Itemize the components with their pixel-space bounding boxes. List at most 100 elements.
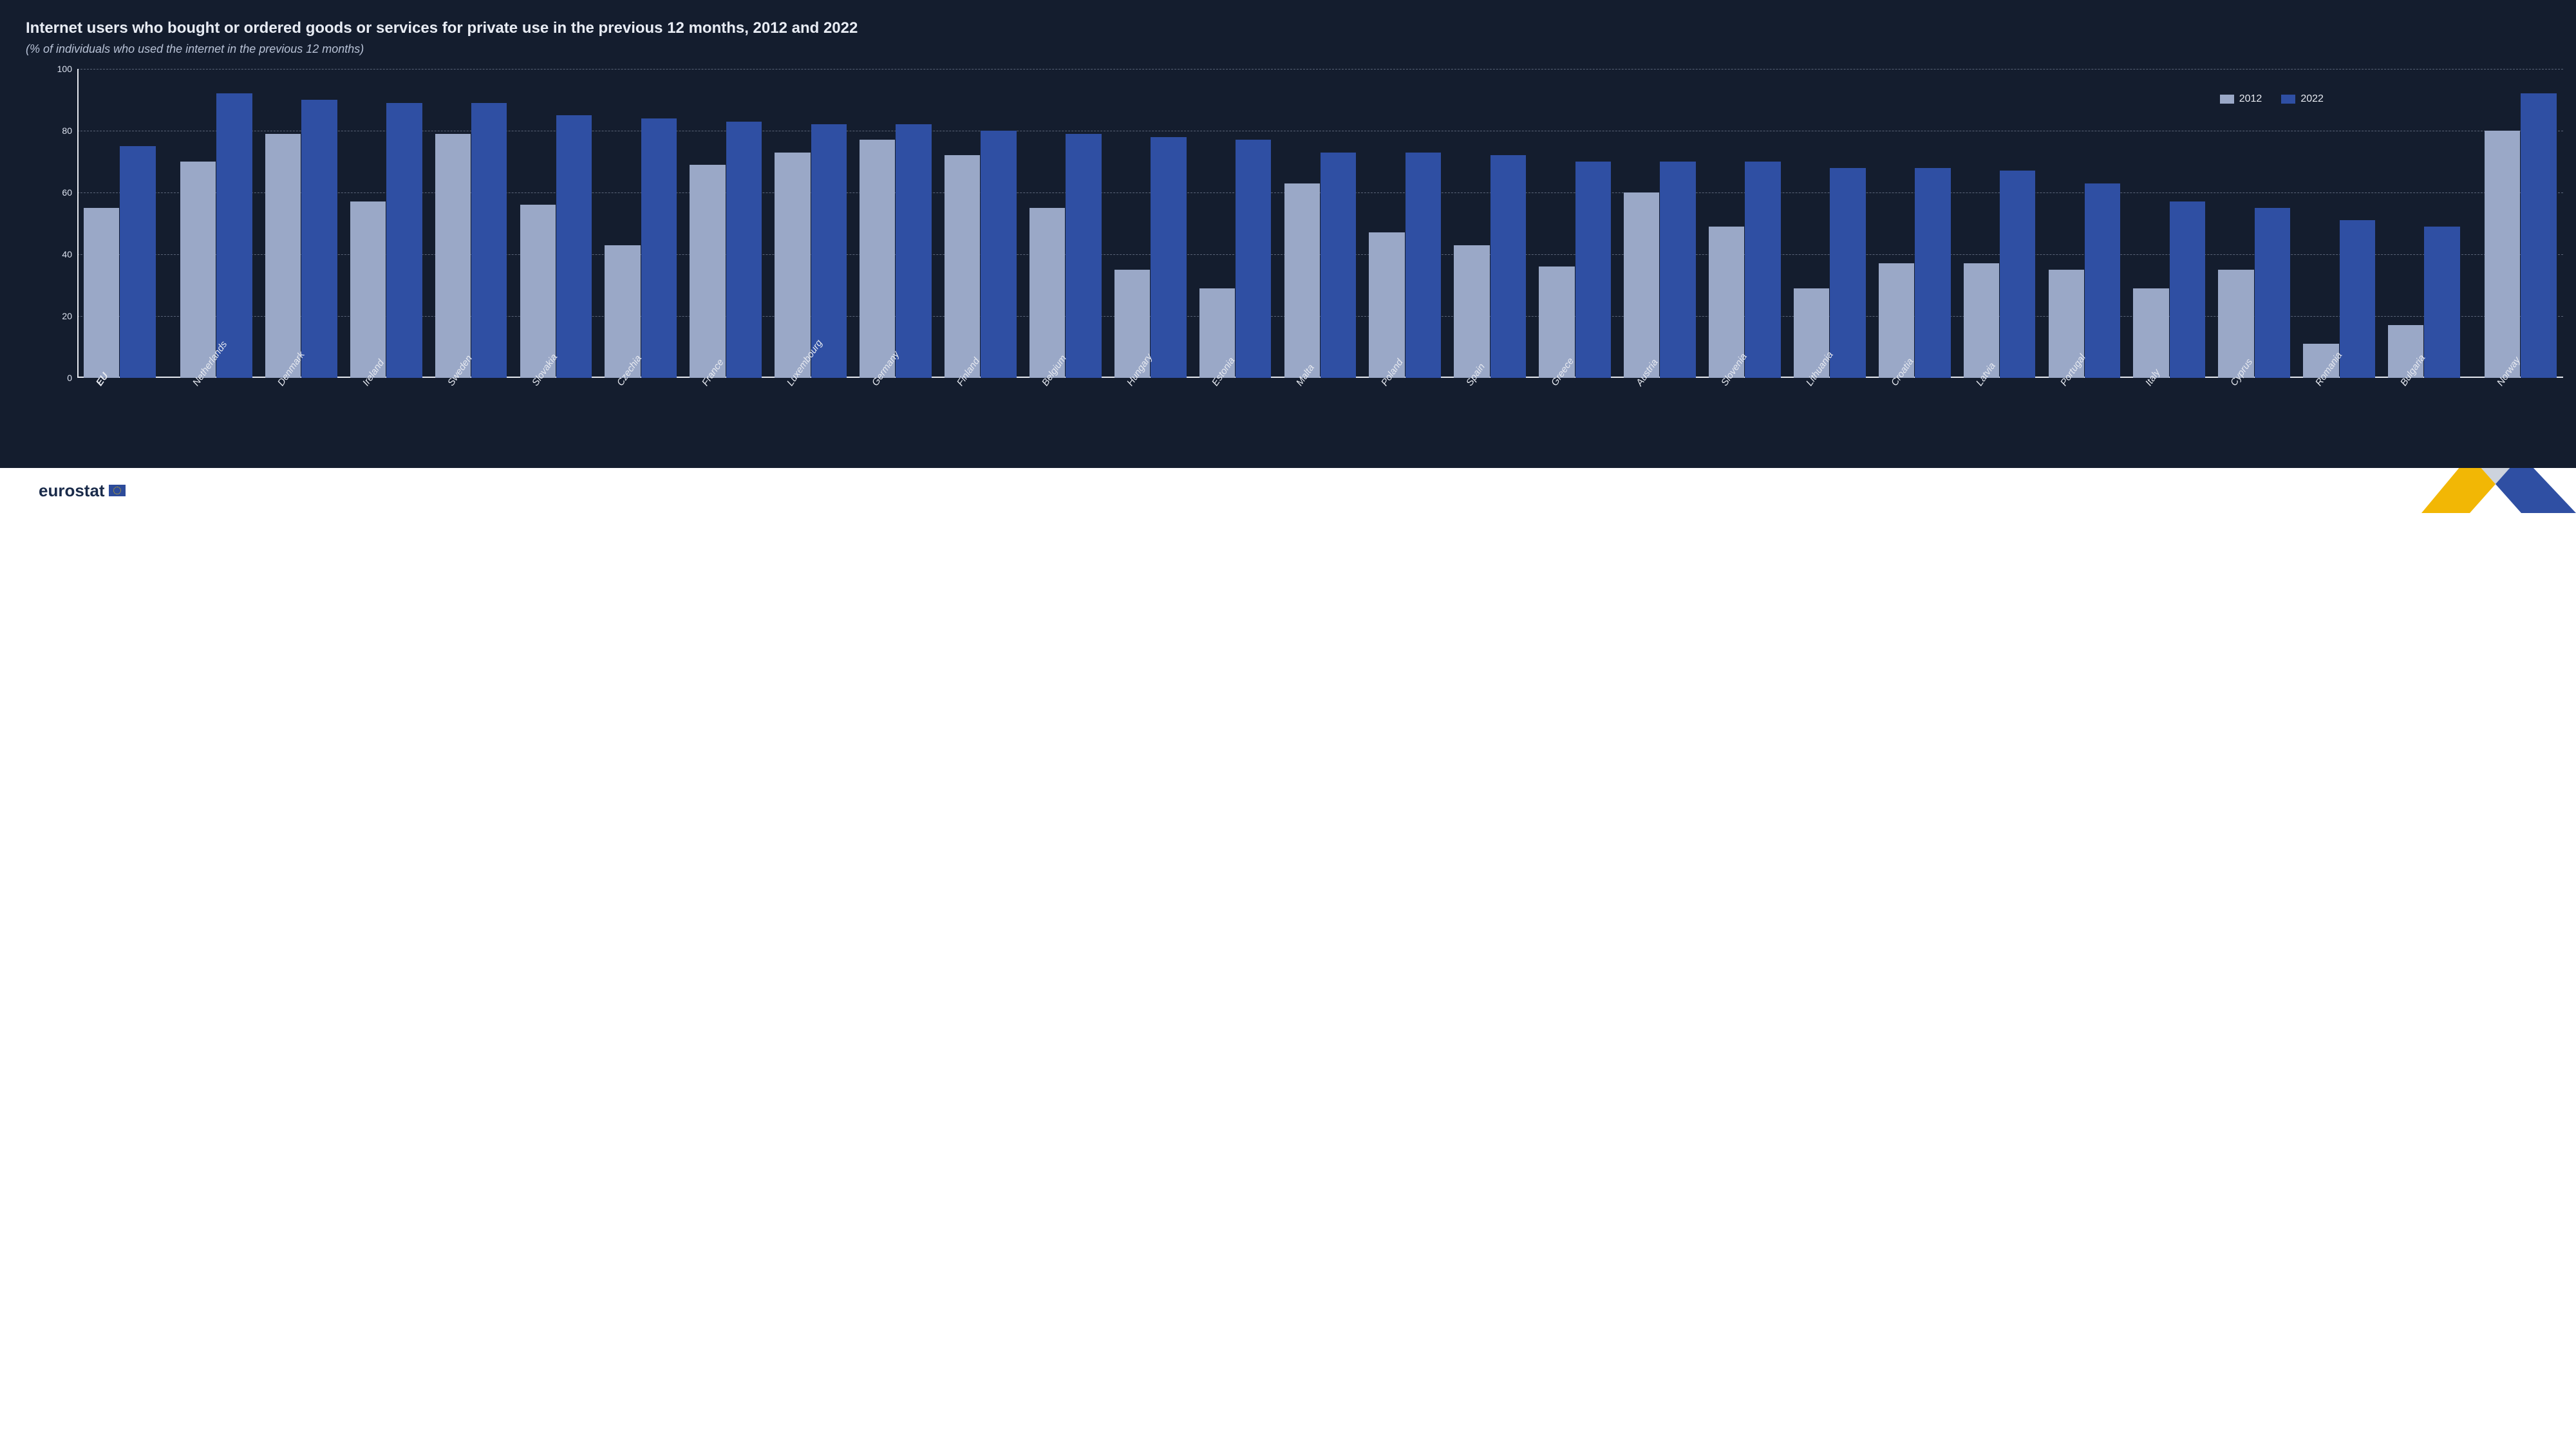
bar — [1406, 153, 1441, 378]
legend-item: 2012 — [2220, 93, 2262, 105]
x-label-slot: Denmark — [233, 378, 318, 455]
bar — [1066, 134, 1101, 378]
bar — [860, 140, 895, 378]
bar-group — [1362, 69, 1447, 378]
bar-group — [768, 69, 853, 378]
legend-swatch — [2220, 95, 2234, 104]
x-label-slot: Romania — [2271, 378, 2356, 455]
bar — [1660, 162, 1695, 378]
bar-group — [77, 69, 162, 378]
x-label-slot: Czechia — [572, 378, 657, 455]
x-label-slot: Austria — [1592, 378, 1677, 455]
x-label-slot: Slovakia — [487, 378, 572, 455]
legend: 2012 2022 — [2220, 93, 2324, 105]
bar — [84, 208, 119, 378]
y-axis: 020406080100 — [52, 69, 77, 378]
bar — [1284, 183, 1320, 378]
bar — [2485, 131, 2520, 378]
bar-group — [1617, 69, 1702, 378]
plot-wrap: 020406080100 20122022 EUNetherlandsDenma… — [26, 69, 2550, 455]
bar — [2085, 183, 2120, 378]
x-label-slot: Spain — [1422, 378, 1507, 455]
bar — [2424, 227, 2459, 378]
y-tick-label: 80 — [62, 126, 72, 136]
bar — [2133, 288, 2168, 378]
x-label-slot: Norway — [2452, 378, 2537, 455]
x-axis-labels: EUNetherlandsDenmarkIrelandSwedenSlovaki… — [52, 378, 2537, 455]
bar — [265, 134, 301, 378]
bar-group — [1957, 69, 2042, 378]
x-label-slot: Lithuania — [1762, 378, 1847, 455]
bar — [981, 131, 1016, 378]
plot-area: 020406080100 20122022 — [52, 69, 2576, 378]
y-tick-label: 20 — [62, 311, 72, 321]
bar — [690, 165, 725, 378]
bar-group — [2212, 69, 2297, 378]
bar-group — [1447, 69, 1532, 378]
bar — [2340, 220, 2375, 378]
bars-container — [77, 69, 2563, 378]
page-root: Internet users who bought or ordered goo… — [0, 0, 2576, 513]
x-label-slot: Ireland — [318, 378, 403, 455]
y-tick-label: 100 — [57, 64, 72, 74]
x-label-slot: Belgium — [997, 378, 1082, 455]
bar-group — [1108, 69, 1193, 378]
x-label-slot: Hungary — [1082, 378, 1167, 455]
x-label-slot: France — [657, 378, 742, 455]
bar-group — [2478, 69, 2563, 378]
bar — [1151, 137, 1186, 378]
x-label-slot: Malta — [1252, 378, 1337, 455]
x-label-slot: Cyprus — [2186, 378, 2271, 455]
x-label-slot: Sweden — [403, 378, 488, 455]
bar-group — [2127, 69, 2212, 378]
corner-art-icon — [2409, 468, 2576, 513]
bar — [435, 134, 471, 378]
bar-group — [1702, 69, 1787, 378]
chart-panel: Internet users who bought or ordered goo… — [0, 0, 2576, 468]
bar-group — [174, 69, 259, 378]
x-label-slot: Estonia — [1167, 378, 1252, 455]
legend-swatch — [2281, 95, 2295, 104]
bar — [1915, 168, 1950, 378]
bar-group — [1277, 69, 1362, 378]
bar-group — [1193, 69, 1278, 378]
bar — [1964, 263, 1999, 378]
bar-group — [2297, 69, 2382, 378]
chart-subtitle: (% of individuals who used the internet … — [26, 42, 2550, 56]
bar-group — [1872, 69, 1957, 378]
bar — [726, 122, 762, 378]
legend-label: 2022 — [2300, 93, 2324, 105]
bar-group — [598, 69, 683, 378]
bar — [1624, 192, 1659, 378]
bar — [1369, 232, 1404, 378]
bar-group — [2382, 69, 2467, 378]
bar-group — [1532, 69, 1617, 378]
bar — [2000, 171, 2035, 378]
bar — [945, 155, 980, 378]
bar — [1575, 162, 1611, 378]
x-label-slot: Bulgaria — [2356, 378, 2441, 455]
x-label-slot: Latvia — [1932, 378, 2017, 455]
bar — [2521, 93, 2556, 378]
bar — [1830, 168, 1865, 378]
x-label-slot: Germany — [827, 378, 912, 455]
x-label-slot: Croatia — [1847, 378, 1932, 455]
bar — [1745, 162, 1780, 378]
bar — [180, 162, 216, 378]
bar — [1321, 153, 1356, 378]
y-tick-label: 60 — [62, 187, 72, 198]
bar — [120, 146, 155, 378]
x-label-slot: Portugal — [2016, 378, 2101, 455]
bar — [471, 103, 507, 378]
bar-group — [683, 69, 768, 378]
bar — [1029, 208, 1065, 378]
bar-group — [513, 69, 598, 378]
bar — [216, 93, 252, 378]
x-label-slot: Poland — [1337, 378, 1422, 455]
bar — [301, 100, 337, 378]
brand-text: eurostat — [39, 481, 105, 501]
bar-group — [344, 69, 429, 378]
footer-bar: eurostat — [0, 468, 2576, 513]
bar — [1490, 155, 1526, 378]
eu-flag-icon — [109, 485, 126, 496]
